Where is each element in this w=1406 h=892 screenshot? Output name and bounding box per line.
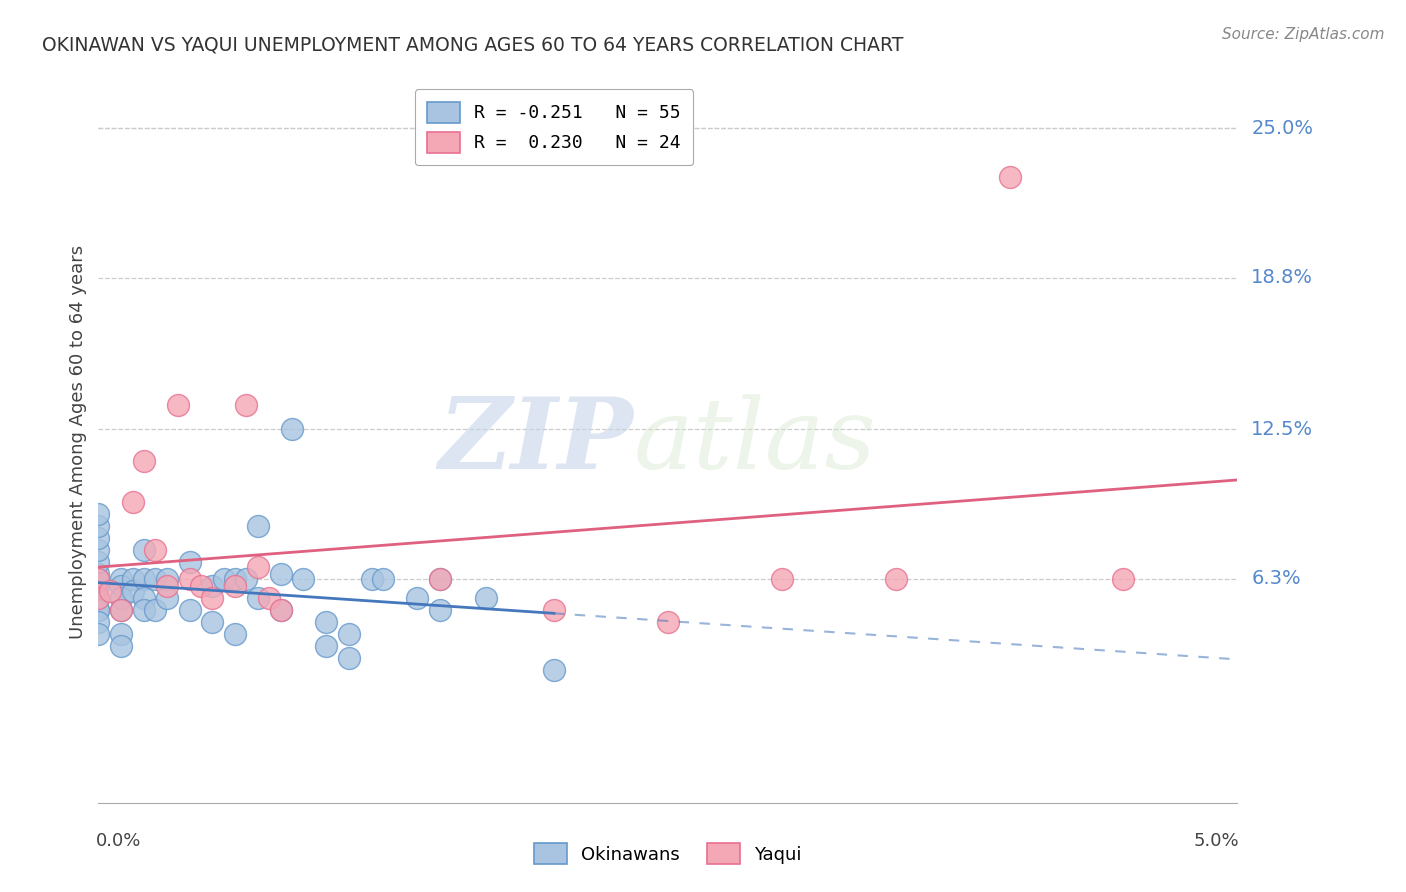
Text: 5.0%: 5.0% — [1194, 831, 1240, 850]
Point — [315, 615, 337, 630]
Point — [270, 603, 292, 617]
Point — [281, 422, 304, 436]
Point — [145, 572, 167, 586]
Point — [657, 615, 679, 630]
Point — [543, 664, 565, 678]
Point — [429, 572, 451, 586]
Point — [770, 572, 793, 586]
Point — [110, 591, 132, 606]
Point — [406, 591, 429, 606]
Point — [270, 603, 292, 617]
Point — [543, 603, 565, 617]
Text: OKINAWAN VS YAQUI UNEMPLOYMENT AMONG AGES 60 TO 64 YEARS CORRELATION CHART: OKINAWAN VS YAQUI UNEMPLOYMENT AMONG AGE… — [42, 36, 904, 54]
Point — [87, 591, 110, 606]
Point — [110, 603, 132, 617]
Point — [87, 572, 110, 586]
Point — [315, 639, 337, 653]
Text: atlas: atlas — [634, 394, 876, 489]
Point — [87, 507, 110, 521]
Point — [429, 572, 451, 586]
Point — [212, 572, 235, 586]
Point — [132, 454, 155, 468]
Point — [87, 572, 110, 586]
Point — [179, 572, 201, 586]
Text: ZIP: ZIP — [439, 393, 634, 490]
Point — [98, 583, 121, 598]
Point — [87, 518, 110, 533]
Point — [270, 567, 292, 582]
Point — [110, 579, 132, 593]
Text: 0.0%: 0.0% — [96, 831, 142, 850]
Point — [190, 579, 212, 593]
Point — [145, 603, 167, 617]
Point — [87, 542, 110, 557]
Point — [259, 591, 281, 606]
Point — [87, 591, 110, 606]
Point — [998, 169, 1021, 184]
Point — [201, 579, 224, 593]
Point — [224, 627, 246, 641]
Y-axis label: Unemployment Among Ages 60 to 64 years: Unemployment Among Ages 60 to 64 years — [69, 244, 87, 639]
Point — [110, 603, 132, 617]
Point — [132, 572, 155, 586]
Point — [156, 591, 179, 606]
Point — [179, 603, 201, 617]
Point — [87, 567, 110, 582]
Point — [110, 627, 132, 641]
Point — [121, 572, 143, 586]
Point — [87, 555, 110, 569]
Point — [110, 639, 132, 653]
Text: 6.3%: 6.3% — [1251, 569, 1301, 589]
Point — [132, 542, 155, 557]
Point — [132, 591, 155, 606]
Point — [145, 542, 167, 557]
Point — [474, 591, 496, 606]
Point — [1112, 572, 1135, 586]
Text: 12.5%: 12.5% — [1251, 420, 1313, 439]
Point — [201, 591, 224, 606]
Point — [224, 572, 246, 586]
Point — [156, 579, 179, 593]
Point — [87, 603, 110, 617]
Point — [884, 572, 907, 586]
Point — [110, 572, 132, 586]
Point — [132, 603, 155, 617]
Point — [246, 591, 269, 606]
Point — [87, 627, 110, 641]
Point — [87, 531, 110, 545]
Point — [235, 572, 257, 586]
Point — [121, 583, 143, 598]
Point — [201, 615, 224, 630]
Text: 25.0%: 25.0% — [1251, 119, 1313, 138]
Text: 18.8%: 18.8% — [1251, 268, 1313, 287]
Point — [156, 572, 179, 586]
Point — [292, 572, 315, 586]
Point — [224, 579, 246, 593]
Point — [429, 603, 451, 617]
Point — [246, 518, 269, 533]
Point — [337, 651, 360, 665]
Point — [87, 579, 110, 593]
Point — [371, 572, 394, 586]
Point — [87, 574, 110, 589]
Point — [337, 627, 360, 641]
Text: Source: ZipAtlas.com: Source: ZipAtlas.com — [1222, 27, 1385, 42]
Point — [87, 603, 110, 617]
Point — [246, 559, 269, 574]
Point — [167, 398, 190, 412]
Legend: Okinawans, Yaqui: Okinawans, Yaqui — [526, 834, 810, 873]
Point — [179, 555, 201, 569]
Point — [121, 494, 143, 508]
Point — [87, 615, 110, 630]
Point — [360, 572, 382, 586]
Point — [235, 398, 257, 412]
